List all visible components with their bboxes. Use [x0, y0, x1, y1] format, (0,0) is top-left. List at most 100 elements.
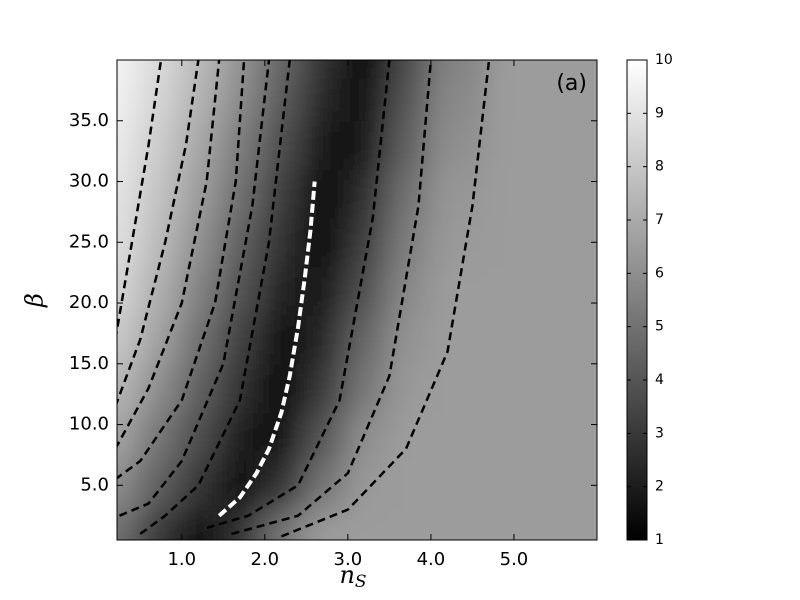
y-tick-label: 35.0	[69, 110, 109, 131]
heatmap-cell	[559, 461, 597, 511]
heatmap-cell	[559, 217, 597, 268]
heatmap-cell	[219, 169, 262, 219]
x-tick-label: 3.0	[334, 549, 363, 570]
contour-line	[280, 60, 491, 538]
heatmap-cell	[177, 60, 220, 79]
panel-label: (a)	[556, 71, 587, 96]
heatmap-cell	[219, 78, 262, 122]
heatmap-cell	[385, 363, 428, 413]
heatmap-cell	[260, 78, 303, 122]
heatmap-cell	[260, 60, 303, 79]
contour-line	[117, 60, 163, 338]
heatmap-cell	[343, 266, 386, 316]
heatmap-cell	[302, 315, 345, 365]
x-tick-label: 2.0	[250, 549, 279, 570]
heatmap-cell	[484, 412, 561, 462]
heatmap-cell	[343, 120, 386, 170]
heatmap-cell	[385, 315, 428, 365]
heatmap-cell	[117, 509, 137, 540]
heatmap	[117, 60, 597, 540]
heatmap-cell	[260, 461, 303, 511]
heatmap-cell	[426, 363, 486, 413]
heatmap-cell	[385, 217, 428, 268]
heatmap-cell	[117, 60, 137, 79]
heatmap-cell	[260, 266, 303, 316]
heatmap-cell	[136, 412, 179, 462]
contour-line	[119, 60, 271, 517]
heatmap-cell	[117, 461, 137, 511]
heatmap-cell	[302, 60, 345, 79]
heatmap-cell	[385, 120, 428, 170]
heatmap-cell	[559, 509, 597, 540]
plot-frame	[116, 59, 598, 541]
y-tick-label: 25.0	[69, 231, 109, 252]
heatmap-cell	[559, 60, 597, 79]
x-tick-label: 1.0	[167, 549, 196, 570]
heatmap-cell	[484, 363, 561, 413]
colorbar-tick-label: 10	[655, 52, 673, 68]
heatmap-cell	[219, 412, 262, 462]
colorbar-tick-label: 2	[655, 479, 664, 495]
heatmap-cell	[219, 217, 262, 268]
heatmap-cell	[426, 315, 486, 365]
heatmap-cell	[136, 509, 179, 540]
heatmap-cell	[559, 266, 597, 316]
heatmap-cell	[302, 78, 345, 122]
colorbar-tick-label: 4	[655, 372, 664, 388]
heatmap-cell	[484, 217, 561, 268]
heatmap-cell	[385, 60, 428, 79]
heatmap-cell	[426, 509, 486, 540]
heatmap-cell	[426, 60, 486, 79]
heatmap-cell	[343, 412, 386, 462]
heatmap-cell	[136, 120, 179, 170]
y-tick-label: 10.0	[69, 414, 109, 435]
y-axis-label: β	[21, 293, 49, 308]
heatmap-cell	[136, 461, 179, 511]
contour-line	[231, 60, 433, 536]
x-axis-label: nS	[339, 561, 366, 592]
y-tick-label: 5.0	[80, 474, 109, 495]
heatmap-cell	[219, 509, 262, 540]
colorbar-tick-label: 3	[655, 425, 664, 441]
x-tick-label: 5.0	[500, 549, 529, 570]
heatmap-cell	[385, 412, 428, 462]
heatmap-cell	[302, 169, 345, 219]
heatmap-cell	[136, 315, 179, 365]
heatmap-cell	[343, 60, 386, 79]
heatmap-cell	[117, 78, 137, 122]
heatmap-cell	[302, 217, 345, 268]
contour-line	[139, 60, 291, 535]
heatmap-cell	[484, 169, 561, 219]
colorbar	[626, 59, 648, 541]
heatmap-cell	[117, 120, 137, 170]
heatmap-cell	[136, 169, 179, 219]
heatmap-cell	[484, 461, 561, 511]
heatmap-cell	[559, 315, 597, 365]
heatmap-cell	[302, 120, 345, 170]
heatmap-cell	[343, 461, 386, 511]
contour-line	[117, 60, 221, 449]
x-label-sub: S	[355, 572, 367, 592]
heatmap-cell	[343, 315, 386, 365]
y-tick-label: 15.0	[69, 353, 109, 374]
heatmap-cell	[117, 363, 137, 413]
heatmap-cell	[302, 461, 345, 511]
heatmap-cell	[426, 412, 486, 462]
colorbar-tick-label: 5	[655, 319, 664, 335]
heatmap-cell	[426, 217, 486, 268]
heatmap-cell	[484, 266, 561, 316]
heatmap-cell	[343, 169, 386, 219]
heatmap-cell	[385, 169, 428, 219]
heatmap-cell	[559, 363, 597, 413]
heatmap-cell	[426, 78, 486, 122]
heatmap-cell	[385, 461, 428, 511]
heatmap-cell	[343, 78, 386, 122]
heatmap-cell	[559, 169, 597, 219]
x-label-main: n	[339, 561, 354, 589]
heatmap-cell	[177, 461, 220, 511]
heatmap-cell	[117, 315, 137, 365]
heatmap-cell	[117, 217, 137, 268]
heatmap-cell	[426, 169, 486, 219]
colorbar-tick-label: 8	[655, 159, 664, 175]
